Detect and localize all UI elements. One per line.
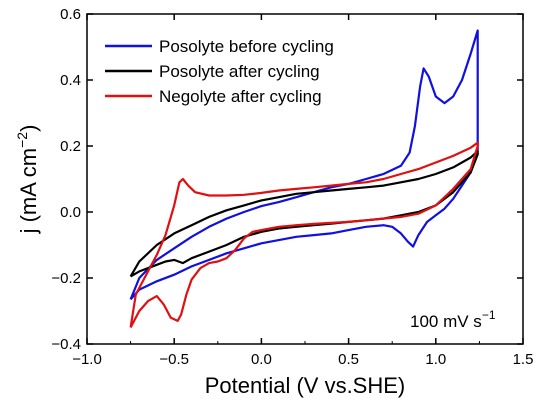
y-tick-label: 0.0 [60, 204, 81, 221]
legend: Posolyte before cycling Posolyte after cy… [105, 37, 334, 106]
y-axis-title-exponent: −2 [14, 132, 30, 148]
x-tick-label: −1.0 [72, 351, 102, 368]
ticks-layer: −1.0 −0.5 0.0 0.5 1.0 1.5 −0.4 −0.2 0.0 0.2 0.4 0.6 [51, 6, 533, 368]
x-tick-label: 0.0 [251, 351, 272, 368]
x-tick-label: −0.5 [159, 351, 189, 368]
y-tick-label: 0.6 [60, 6, 81, 23]
x-tick-label: 1.5 [513, 351, 534, 368]
series-layer [129, 29, 479, 329]
series-line-3 [129, 141, 479, 329]
legend-label-1: Posolyte before cycling [159, 37, 334, 56]
series-line-1 [129, 29, 479, 301]
scan-rate-annotation: 100 mV s−1 [410, 308, 496, 331]
legend-label-2: Posolyte after cycling [159, 62, 320, 81]
series-line-2 [129, 149, 479, 278]
y-tick-label: 0.4 [60, 72, 81, 89]
scan-rate-annotation-exponent: −1 [482, 308, 496, 322]
y-axis-title-close: ) [16, 125, 41, 132]
y-tick-label: 0.2 [60, 138, 81, 155]
scan-rate-annotation-main: 100 mV s [410, 312, 482, 331]
legend-label-3: Negolyte after cycling [159, 87, 322, 106]
y-tick-label: −0.2 [51, 270, 81, 287]
y-tick-label: −0.4 [51, 336, 81, 353]
x-tick-label: 1.0 [425, 351, 446, 368]
x-axis-title: Potential (V vs.SHE) [205, 373, 406, 398]
y-axis-title: j (mA cm−2) [14, 125, 41, 235]
x-tick-label: 0.5 [338, 351, 359, 368]
y-axis-title-main: j (mA cm [16, 148, 41, 235]
